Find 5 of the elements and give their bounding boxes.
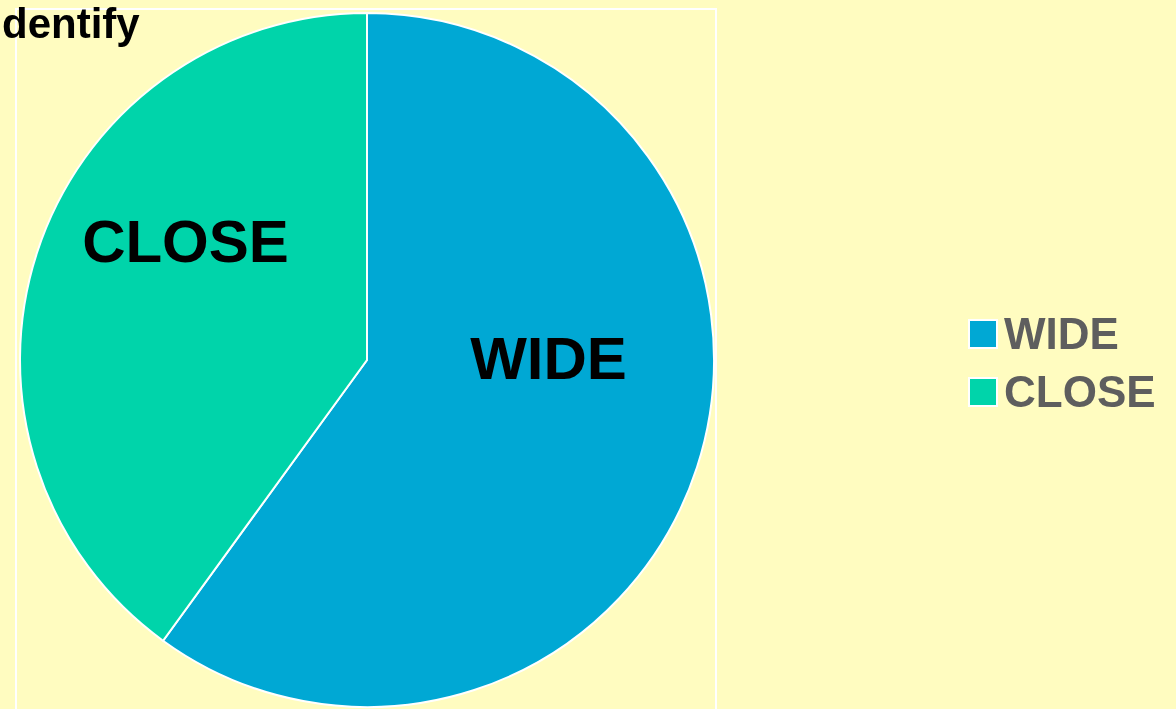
legend-label: CLOSE xyxy=(1004,367,1156,417)
legend-label: WIDE xyxy=(1004,309,1119,359)
slice-label: WIDE xyxy=(470,325,627,393)
chart-title: dentify xyxy=(2,0,140,48)
slice-label: CLOSE xyxy=(82,207,289,275)
